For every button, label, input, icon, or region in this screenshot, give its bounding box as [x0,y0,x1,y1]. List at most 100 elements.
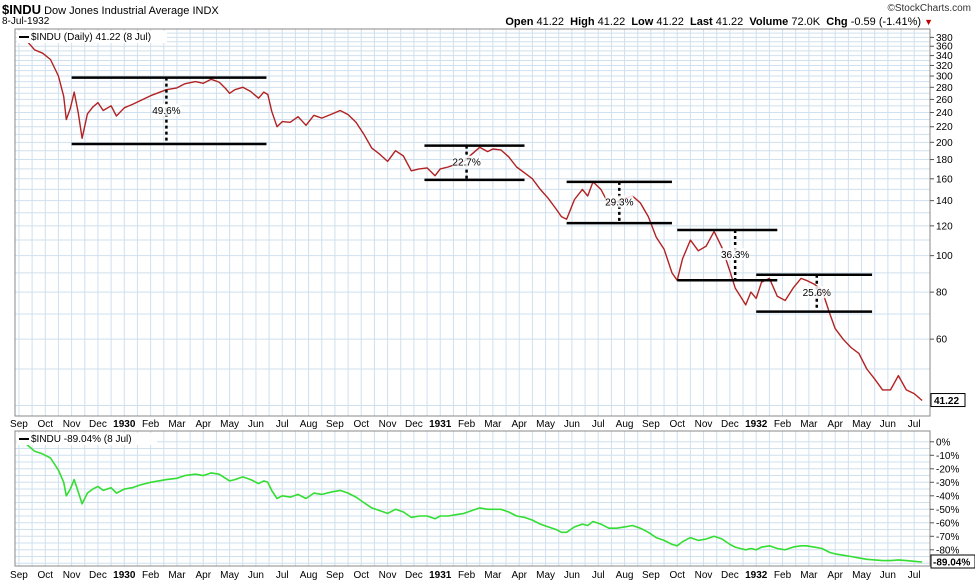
x-tick-label: 1932 [745,419,768,430]
y-tick-label: 160 [936,174,953,185]
y-tick-label: -60% [936,518,959,529]
volume-value: 72.0K [791,16,821,28]
x-tick-label: Dec [89,419,107,430]
x-tick-label: Mar [168,419,186,430]
y-tick-label: 180 [936,155,953,166]
performance-panel [15,431,930,566]
x-tick-label: Aug [300,570,318,581]
x-tick-label: Jul [276,419,289,430]
x-tick-label: Aug [300,419,318,430]
x-tick-label: Oct [669,570,685,581]
quote-bar: Open 41.22 High 41.22 Low 41.22 Last 41.… [505,16,933,28]
chart-date: 8-Jul-1932 [2,16,50,27]
y-tick-label: 360 [936,42,953,53]
performance-panel-border [14,430,931,567]
x-tick-label: 1932 [745,570,768,581]
y-tick-label: -40% [936,491,959,502]
channel-percent-label: 49.6% [152,106,180,117]
y-tick-label: 100 [936,251,953,262]
price-panel-border [14,28,931,417]
x-tick-label: May [852,570,871,581]
y-tick-label: 380 [936,33,953,44]
y-tick-label: -80% [936,545,959,556]
x-tick-label: Sep [10,419,28,430]
y-tick-label: 320 [936,61,953,72]
x-tick-label: Jul [592,570,605,581]
down-triangle-icon: ▼ [924,17,933,27]
watermark: ©StockCharts.com [887,3,971,14]
symbol: $INDU [2,2,42,17]
x-tick-label: Apr [827,570,843,581]
volume-label: Volume [749,16,789,28]
x-tick-label: Mar [800,419,818,430]
x-tick-label: Dec [405,419,423,430]
performance-series-line [18,441,923,563]
x-tick-label: Oct [353,419,369,430]
x-tick-label: Apr [195,419,211,430]
open-value: 41.22 [536,16,565,28]
x-tick-label: May [852,419,871,430]
y-tick-label: 260 [936,95,953,106]
channel-label-bg [605,195,634,208]
x-tick-label: 1930 [113,419,136,430]
high-label: High [570,16,595,28]
last-price-label: 41.22 [934,396,959,407]
channel-percent-label: 36.3% [721,250,749,261]
x-tick-label: Aug [616,570,634,581]
x-tick-label: 1931 [429,570,452,581]
x-tick-label: Sep [642,570,660,581]
channel-percent-label: 29.3% [605,198,633,209]
x-tick-label: Nov [63,570,81,581]
y-tick-label: -30% [936,478,959,489]
x-tick-label: May [220,570,239,581]
x-tick-label: May [536,570,555,581]
x-tick-label: Oct [37,419,53,430]
x-tick-label: Feb [774,570,792,581]
x-tick-label: Dec [721,419,739,430]
x-tick-label: Nov [695,570,713,581]
index-name: Dow Jones Industrial Average [44,5,190,17]
x-tick-label: Feb [774,419,792,430]
x-tick-label: Jun [564,419,580,430]
x-tick-label: Apr [827,419,843,430]
y-tick-label: 200 [936,138,953,149]
x-tick-label: May [536,419,555,430]
y-tick-label: 340 [936,51,953,62]
x-tick-label: Mar [800,570,818,581]
price-legend: $INDU (Daily) 41.22 (8 Jul) [31,32,151,43]
x-tick-label: Dec [405,570,423,581]
x-tick-label: 1930 [113,570,136,581]
x-tick-label: Aug [616,419,634,430]
x-tick-label: Sep [642,419,660,430]
x-tick-label: Nov [379,419,397,430]
y-tick-label: 80 [936,288,948,299]
x-tick-label: Feb [142,570,160,581]
x-tick-label: Feb [458,419,476,430]
x-tick-label: May [220,419,239,430]
y-tick-label: 0% [936,437,951,448]
performance-legend-bg [17,433,157,445]
performance-legend: $INDU -89.04% (8 Jul) [31,434,132,445]
y-tick-label: 140 [936,196,953,207]
x-tick-label: Jun [564,570,580,581]
x-tick-label: Jun [880,570,896,581]
x-tick-label: Nov [379,570,397,581]
x-tick-label: Nov [695,419,713,430]
x-tick-label: Oct [353,570,369,581]
x-tick-label: Apr [511,419,527,430]
channel-percent-label: 25.6% [803,288,831,299]
x-tick-label: Oct [669,419,685,430]
x-tick-label: Jul [592,419,605,430]
x-tick-label: Mar [168,570,186,581]
exchange: INDX [192,5,219,17]
x-tick-label: Jul [276,570,289,581]
x-tick-label: 1931 [429,419,452,430]
last-performance-box [930,554,975,569]
x-tick-label: Oct [37,570,53,581]
x-tick-label: Dec [89,570,107,581]
low-label: Low [631,16,654,28]
channel-label-bg [721,248,750,261]
high-value: 41.22 [597,16,626,28]
channel-label-bg [452,155,481,168]
x-tick-label: Jul [908,570,921,581]
